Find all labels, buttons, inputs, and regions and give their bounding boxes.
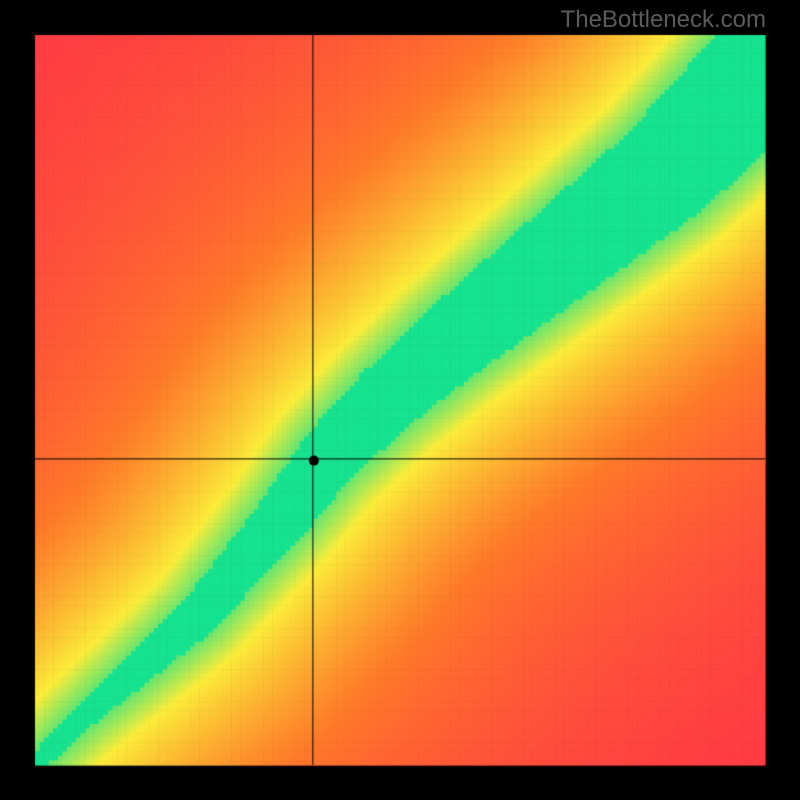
- bottleneck-heatmap: [0, 0, 800, 800]
- watermark-label: TheBottleneck.com: [561, 6, 766, 34]
